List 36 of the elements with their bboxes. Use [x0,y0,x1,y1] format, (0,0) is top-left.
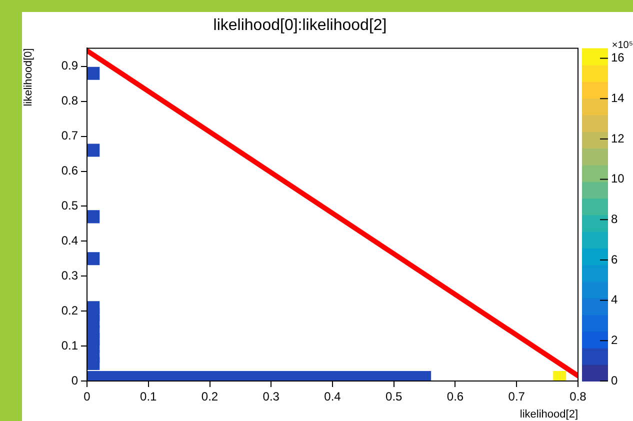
y-tick-label: 0.3 [61,268,78,282]
y-tick-label: 0.5 [61,198,78,213]
y-tick-label: 0.6 [61,164,78,178]
x-tick-label: 0.7 [508,390,526,404]
x-axis-title: likelihood[2] [520,408,578,420]
color-bar-label: 6 [611,252,618,266]
color-bar-label: 0 [611,373,618,388]
y-axis-title: likelihood[0] [22,48,35,106]
y-tick-label: 0.1 [61,338,78,352]
color-bar-label: 14 [611,90,625,105]
color-bar-label: 12 [611,131,625,146]
x-tick-label: 0.2 [201,390,218,404]
color-bar-label: 4 [611,292,618,307]
point [87,144,100,157]
point [87,210,100,224]
y-tick-label: 0.8 [61,94,78,108]
y-tick-label: 0 [71,373,78,388]
x-tick-label: 0.6 [446,390,464,404]
x-tick-label: 0.8 [570,390,587,404]
color-bar-label: 2 [611,332,618,347]
color-bar-label: 8 [611,212,618,226]
color-bar-label: 10 [611,172,625,186]
y-tick-label: 0.4 [61,233,78,248]
y-tick-label: 0.9 [61,58,78,73]
point [87,301,100,314]
y-tick-label: 0.7 [61,128,78,143]
x-tick-label: 0.3 [262,390,280,404]
x-tick-label: 0.5 [386,390,403,404]
x-tick-label: 0 [84,390,91,404]
y-tick-label: 0.2 [61,303,78,318]
chart-title: likelihood[0]:likelihood[2] [213,17,387,34]
point [87,252,100,266]
color-bar-label: 16 [611,50,625,65]
x-tick-label: 0.1 [140,390,158,404]
color-bar-title: ×10⁵ [612,40,633,51]
x-tick-label: 0.4 [324,390,342,404]
